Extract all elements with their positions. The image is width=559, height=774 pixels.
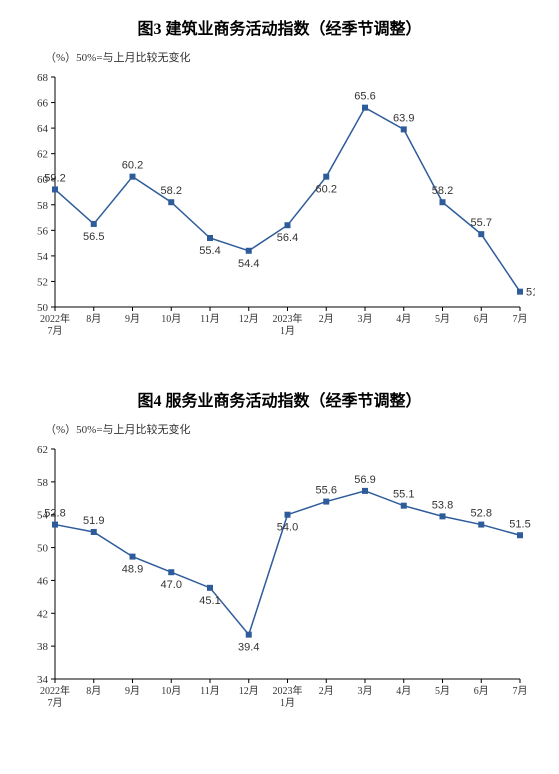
svg-text:56.9: 56.9 (354, 474, 375, 486)
chart-1: 图3 建筑业商务活动指数（经季节调整） （%）50%=与上月比较无变化 50 52 54… (15, 15, 544, 347)
svg-text:3月: 3月 (358, 685, 373, 697)
svg-text:62: 62 (37, 149, 48, 161)
chart-subtitle: （%）50%=与上月比较无变化 (45, 49, 544, 65)
svg-text:65.6: 65.6 (354, 91, 375, 103)
chart-subtitle: （%）50%=与上月比较无变化 (45, 421, 544, 437)
svg-text:51.2: 51.2 (526, 287, 535, 299)
svg-text:50: 50 (37, 543, 49, 555)
svg-text:1月: 1月 (280, 697, 295, 709)
svg-text:2022年: 2022年 (40, 312, 70, 325)
svg-text:7月: 7月 (513, 685, 528, 697)
svg-text:12月: 12月 (239, 313, 259, 325)
svg-text:10月: 10月 (161, 313, 181, 325)
svg-text:52.8: 52.8 (44, 508, 65, 520)
svg-text:4月: 4月 (396, 685, 411, 697)
svg-text:58: 58 (37, 477, 49, 489)
svg-text:11月: 11月 (200, 313, 220, 325)
svg-text:63.9: 63.9 (393, 112, 414, 124)
svg-text:2月: 2月 (319, 685, 334, 697)
svg-text:42: 42 (37, 608, 48, 620)
svg-text:3月: 3月 (358, 313, 373, 325)
svg-text:34: 34 (37, 674, 49, 686)
svg-text:58.2: 58.2 (432, 185, 453, 197)
svg-text:56.4: 56.4 (277, 232, 298, 244)
svg-text:7月: 7月 (513, 313, 528, 325)
svg-text:39.4: 39.4 (238, 642, 259, 654)
svg-text:5月: 5月 (435, 685, 450, 697)
svg-text:58.2: 58.2 (161, 185, 182, 197)
svg-text:55.4: 55.4 (199, 245, 220, 257)
svg-text:54.4: 54.4 (238, 258, 259, 270)
svg-text:64: 64 (37, 123, 49, 135)
svg-text:8月: 8月 (86, 685, 101, 697)
svg-text:6月: 6月 (474, 313, 489, 325)
svg-text:2023年: 2023年 (273, 312, 303, 325)
svg-text:2月: 2月 (319, 313, 334, 325)
svg-text:55.1: 55.1 (393, 489, 414, 501)
svg-text:51.5: 51.5 (509, 518, 530, 530)
svg-text:2022年: 2022年 (40, 684, 70, 697)
svg-text:5月: 5月 (435, 313, 450, 325)
svg-text:52: 52 (37, 276, 48, 288)
chart-area: 34384246505458622022年7月8月9月10月11月12月2023… (15, 439, 535, 719)
svg-text:58: 58 (37, 200, 49, 212)
svg-text:11月: 11月 (200, 685, 220, 697)
svg-text:45.1: 45.1 (199, 595, 220, 607)
svg-text:53.8: 53.8 (432, 499, 453, 511)
svg-text:54: 54 (37, 251, 49, 263)
svg-text:9月: 9月 (125, 685, 140, 697)
svg-text:47.0: 47.0 (161, 579, 182, 591)
svg-text:51.9: 51.9 (83, 515, 104, 527)
svg-text:12月: 12月 (239, 685, 259, 697)
chart-2: 图4 服务业商务活动指数（经季节调整） （%）50%=与上月比较无变化 34 38 42… (15, 387, 544, 719)
svg-text:46: 46 (37, 575, 49, 587)
svg-text:10月: 10月 (161, 685, 181, 697)
chart-title: 图4 服务业商务活动指数（经季节调整） (15, 387, 544, 411)
svg-text:50: 50 (37, 302, 49, 314)
svg-text:6月: 6月 (474, 685, 489, 697)
chart-title: 图3 建筑业商务活动指数（经季节调整） (15, 15, 544, 39)
svg-text:56.5: 56.5 (83, 231, 104, 243)
svg-text:7月: 7月 (48, 697, 63, 709)
svg-text:59.2: 59.2 (44, 172, 65, 184)
svg-text:56: 56 (37, 225, 49, 237)
svg-text:2023年: 2023年 (273, 684, 303, 697)
svg-text:60.2: 60.2 (316, 184, 337, 196)
svg-text:38: 38 (37, 641, 49, 653)
svg-text:66: 66 (37, 98, 49, 110)
svg-text:55.6: 55.6 (316, 485, 337, 497)
svg-text:9月: 9月 (125, 313, 140, 325)
svg-text:7月: 7月 (48, 325, 63, 337)
svg-text:8月: 8月 (86, 313, 101, 325)
svg-text:54.0: 54.0 (277, 522, 298, 534)
svg-text:48.9: 48.9 (122, 564, 143, 576)
svg-text:1月: 1月 (280, 325, 295, 337)
svg-text:60.2: 60.2 (122, 160, 143, 172)
svg-text:52.8: 52.8 (471, 508, 492, 520)
svg-text:68: 68 (37, 72, 49, 84)
svg-text:55.7: 55.7 (471, 217, 492, 229)
chart-area: 505254565860626466682022年7月8月9月10月11月12月… (15, 67, 535, 347)
svg-text:4月: 4月 (396, 313, 411, 325)
svg-text:62: 62 (37, 444, 48, 456)
